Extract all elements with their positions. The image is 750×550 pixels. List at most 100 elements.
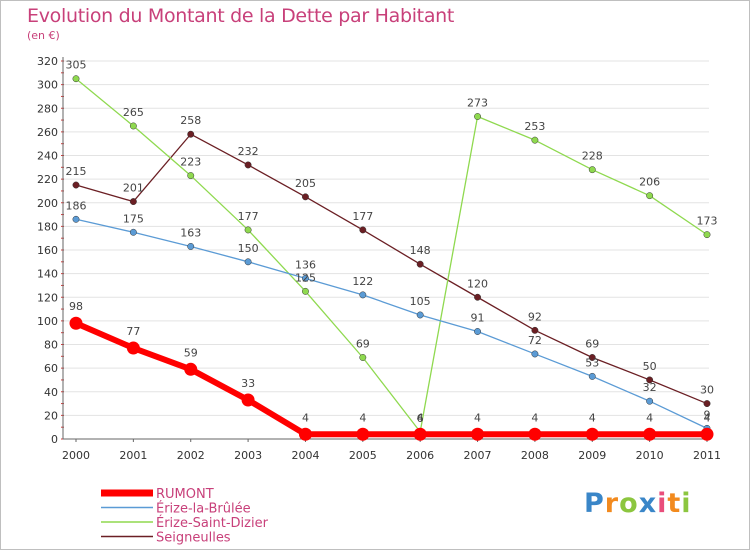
data-label: 175: [123, 212, 144, 225]
data-point: [187, 243, 195, 250]
data-label: 258: [180, 114, 201, 127]
data-label: 223: [180, 156, 201, 169]
data-point: [356, 427, 370, 441]
data-label: 4: [417, 411, 424, 424]
data-label: 50: [643, 360, 657, 373]
series-lines: [69, 75, 714, 441]
x-tick-label: 2002: [177, 449, 205, 462]
data-label: 4: [359, 411, 366, 424]
data-label: 148: [410, 244, 431, 257]
data-label: 33: [241, 377, 255, 390]
legend-label: Seigneulles: [156, 531, 231, 546]
x-tick-label: 2006: [406, 449, 434, 462]
data-point: [72, 181, 80, 189]
data-point: [703, 231, 711, 239]
y-tick-label: 160: [37, 244, 58, 257]
x-tick-label: 2009: [578, 449, 606, 462]
x-tick-label: 2008: [521, 449, 549, 462]
data-label: 4: [474, 411, 481, 424]
y-tick-label: 220: [37, 173, 58, 186]
data-point: [531, 350, 539, 358]
data-label: 92: [528, 310, 542, 323]
data-point: [531, 136, 539, 144]
plot-area: [63, 57, 709, 439]
data-point: [531, 326, 539, 334]
data-point: [528, 427, 542, 441]
data-label: 98: [69, 300, 83, 313]
data-point: [129, 122, 137, 130]
data-point: [184, 362, 198, 376]
data-label: 201: [123, 182, 144, 195]
legend: RUMONTÉrize-la-BrûléeÉrize-Saint-DizierS…: [101, 487, 269, 546]
y-tick-label: 20: [44, 409, 58, 422]
data-point: [72, 215, 80, 223]
data-label: 232: [238, 145, 259, 158]
y-tick-label: 80: [44, 339, 58, 352]
data-point: [244, 258, 252, 266]
data-point: [474, 113, 481, 120]
data-point: [302, 287, 309, 295]
series-line-seigneulles: [75, 133, 708, 405]
data-point: [646, 192, 654, 200]
y-tick-label: 60: [44, 362, 58, 375]
proxiti-logo: Proxiti: [584, 488, 692, 519]
data-point: [244, 226, 252, 234]
chart-title: Evolution du Montant de la Dette par Hab…: [27, 5, 455, 27]
y-tick-label: 40: [44, 386, 58, 399]
series-line--rize-la-br-l-e: [75, 218, 708, 429]
data-label: 228: [582, 150, 603, 163]
data-label: 91: [471, 312, 485, 325]
y-tick-label: 320: [37, 55, 58, 68]
data-point: [416, 311, 424, 319]
data-label: 253: [524, 120, 545, 133]
data-label: 136: [295, 258, 316, 271]
data-label: 32: [643, 381, 657, 394]
data-point: [244, 161, 252, 169]
y-tick-label: 100: [37, 315, 58, 328]
data-label: 69: [585, 337, 599, 350]
data-point: [359, 354, 367, 361]
x-tick-label: 2003: [234, 449, 262, 462]
data-point: [126, 341, 140, 355]
data-point: [298, 427, 312, 441]
data-label: 105: [410, 295, 431, 308]
y-tick-label: 140: [37, 268, 58, 281]
x-tick-label: 2004: [291, 449, 319, 462]
data-label: 4: [704, 411, 711, 424]
data-point: [72, 75, 80, 83]
legend-label: Érize-Saint-Dizier: [156, 515, 269, 531]
y-tick-label: 200: [37, 197, 58, 210]
data-label: 177: [352, 210, 373, 223]
data-point: [69, 316, 83, 330]
legend-label: RUMONT: [156, 487, 214, 502]
data-label: 177: [238, 210, 259, 223]
data-label: 150: [238, 242, 259, 255]
x-tick-label: 2000: [62, 449, 90, 462]
data-point: [588, 372, 596, 380]
grid-lines: [63, 57, 709, 440]
x-tick-label: 2001: [119, 449, 147, 462]
data-point: [413, 427, 427, 441]
y-tick-label: 260: [37, 126, 58, 139]
data-label: 186: [66, 199, 87, 212]
data-label: 273: [467, 97, 488, 110]
y-tick-label: 280: [37, 102, 58, 115]
data-label: 163: [180, 226, 201, 239]
data-label: 173: [697, 215, 718, 228]
data-point: [646, 397, 654, 405]
legend-label: Érize-la-Brûlée: [156, 501, 251, 517]
data-point: [241, 393, 255, 407]
data-label: 30: [700, 384, 714, 397]
data-label: 4: [589, 411, 596, 424]
data-label: 9: [704, 408, 711, 421]
x-tick-label: 2010: [636, 449, 664, 462]
data-point: [703, 400, 711, 408]
data-label: 206: [639, 176, 660, 189]
data-label: 305: [66, 59, 87, 72]
x-tick-label: 2011: [693, 449, 721, 462]
data-point: [187, 130, 195, 138]
y-tick-label: 120: [37, 291, 58, 304]
data-point: [588, 354, 596, 361]
